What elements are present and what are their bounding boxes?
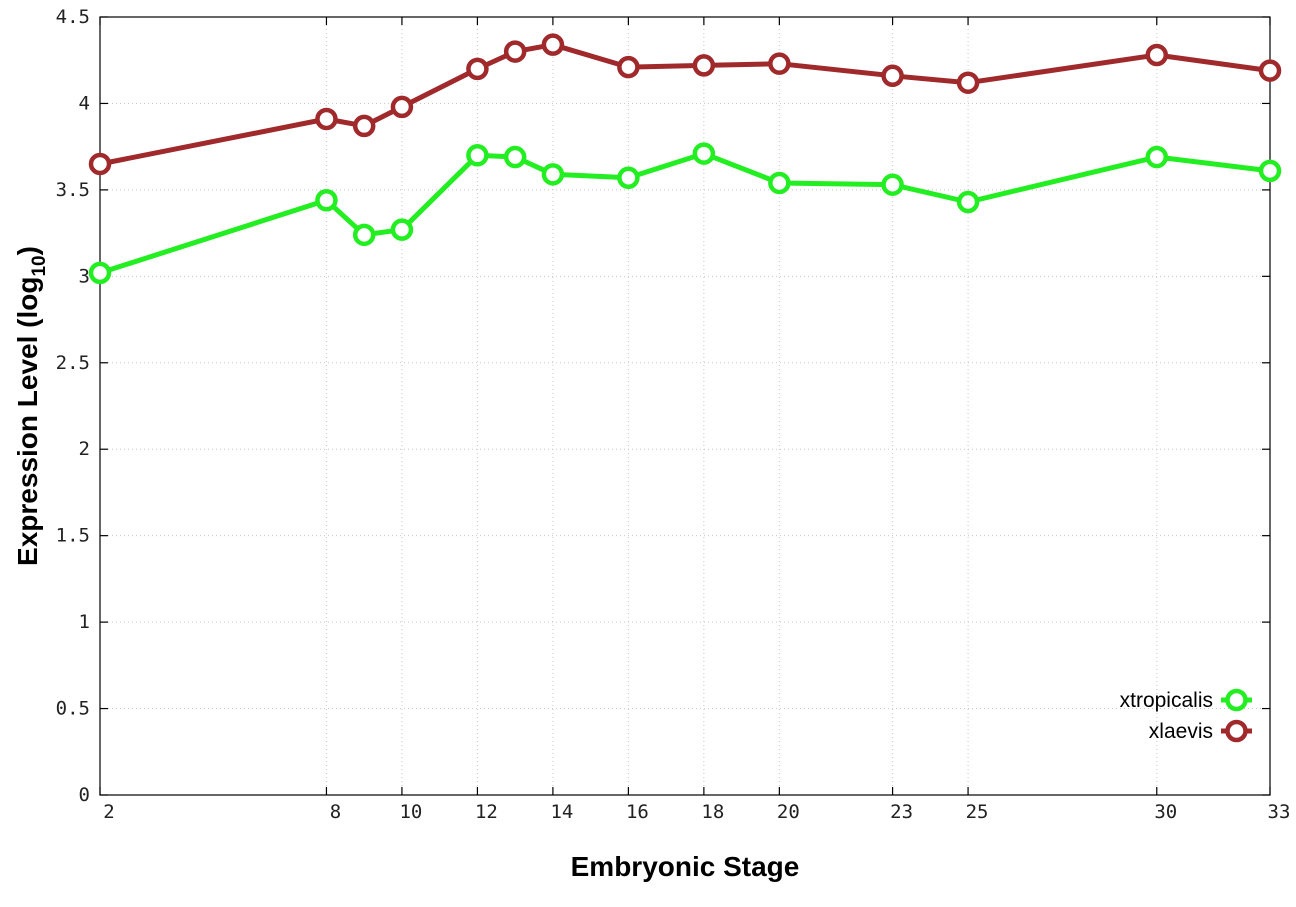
data-point-xlaevis xyxy=(956,71,980,94)
grid-layer xyxy=(100,17,1270,795)
series-line-xlaevis xyxy=(99,42,1271,167)
data-point-xlaevis xyxy=(352,114,376,138)
data-point-xlaevis xyxy=(1258,59,1282,82)
y-tick-label: 2 xyxy=(79,438,90,460)
y-axis-title-main: Expression Level (log xyxy=(12,277,43,566)
data-point-xtropicalis xyxy=(88,261,112,285)
y-tick-label: 0.5 xyxy=(56,698,90,720)
x-tick-label: 23 xyxy=(890,801,913,823)
data-point-xlaevis xyxy=(503,40,527,63)
x-tick-label: 25 xyxy=(966,801,989,823)
y-tick-label: 3 xyxy=(79,265,90,287)
y-axis-title-end: ) xyxy=(12,246,43,255)
x-tick-label: 8 xyxy=(330,801,341,823)
data-point-xlaevis xyxy=(390,95,414,119)
series-layer xyxy=(88,33,1282,285)
y-tick-label: 3.5 xyxy=(56,179,90,201)
x-tick-label: 20 xyxy=(777,801,800,823)
data-point-xtropicalis xyxy=(881,173,904,196)
y-tick-label: 0 xyxy=(79,784,90,806)
x-axis-title: Embryonic Stage xyxy=(571,851,800,882)
x-tick-label: 2 xyxy=(103,801,114,823)
legend-marker-xlaevis xyxy=(1225,719,1248,743)
y-tick-label: 4.5 xyxy=(56,6,90,28)
series-line-xtropicalis xyxy=(99,151,1271,276)
data-point-xlaevis xyxy=(315,107,338,131)
x-tick-label: 12 xyxy=(475,801,498,823)
y-tick-label: 1.5 xyxy=(56,525,90,547)
x-tick-label: 18 xyxy=(701,801,724,823)
x-tick-label: 30 xyxy=(1154,801,1177,823)
data-point-xlaevis xyxy=(541,33,565,56)
y-axis-title-subscript: 10 xyxy=(29,255,50,276)
data-point-xtropicalis xyxy=(1258,159,1282,183)
legend-marker-xtropicalis xyxy=(1225,688,1248,712)
data-point-xtropicalis xyxy=(692,142,716,165)
data-point-xlaevis xyxy=(617,55,640,79)
data-point-xtropicalis xyxy=(466,144,489,167)
data-point-xtropicalis xyxy=(956,190,980,214)
x-tick-label: 14 xyxy=(550,801,573,823)
legend: xtropicalis xlaevis xyxy=(1120,688,1252,743)
plot-frame xyxy=(99,16,1271,796)
data-point-xlaevis xyxy=(1145,43,1169,67)
data-point-xlaevis xyxy=(466,57,489,81)
x-tick-label: 16 xyxy=(626,801,649,823)
y-axis-title: Expression Level (log10) xyxy=(12,246,50,566)
data-point-xtropicalis xyxy=(1145,145,1169,169)
data-point-xtropicalis xyxy=(503,145,527,169)
tick-layer: 0 0.5 1 1.5 2 2.5 3 3.5 4 4.5 2 8 10 12 14 16 18 20 23 25 30… xyxy=(56,6,1291,823)
x-tick-label: 10 xyxy=(399,801,422,823)
legend-label-xlaevis: xlaevis xyxy=(1149,720,1213,743)
data-point-xtropicalis xyxy=(541,163,565,186)
data-point-xlaevis xyxy=(88,152,112,176)
data-point-xtropicalis xyxy=(352,223,376,247)
data-point-xlaevis xyxy=(692,54,716,77)
data-point-xlaevis xyxy=(768,52,791,75)
data-point-xlaevis xyxy=(881,64,904,88)
y-tick-label: 2.5 xyxy=(56,352,90,374)
legend-label-xtropicalis: xtropicalis xyxy=(1120,689,1213,712)
data-point-xtropicalis xyxy=(390,218,414,241)
y-tick-label: 4 xyxy=(79,92,90,114)
x-tick-label: 33 xyxy=(1268,801,1291,823)
data-point-xtropicalis xyxy=(617,166,640,190)
data-point-xtropicalis xyxy=(315,189,338,212)
y-tick-label: 1 xyxy=(79,611,90,633)
data-point-xtropicalis xyxy=(768,171,791,195)
